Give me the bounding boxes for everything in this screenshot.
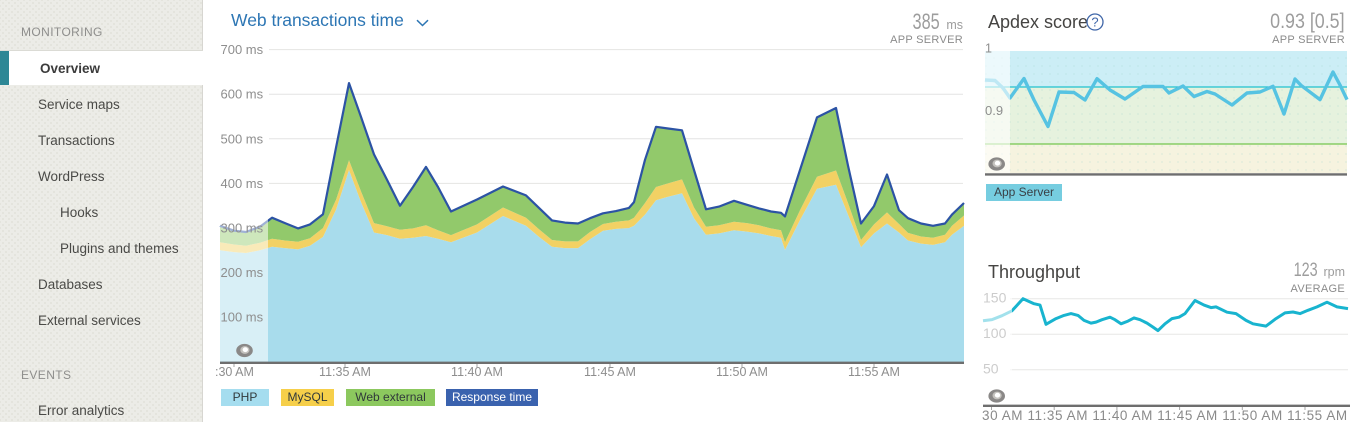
svg-text:?: ? [1091,15,1098,30]
svg-text:11:40 AM: 11:40 AM [451,365,503,379]
svg-text:100 ms: 100 ms [221,310,264,325]
svg-text:11:55 AM: 11:55 AM [848,365,900,379]
svg-text:11:35 AM: 11:35 AM [319,365,371,379]
svg-text:600 ms: 600 ms [221,87,264,102]
svg-text:30 AM 11:35 AM 11:40 AM 11:45: 30 AM 11:35 AM 11:40 AM 11:45 AM 11:50 A… [982,408,1348,422]
svg-text:200 ms: 200 ms [221,265,264,280]
svg-text:300 ms: 300 ms [221,221,264,236]
svg-text:11:50 AM: 11:50 AM [716,365,768,379]
svg-text:11:45 AM: 11:45 AM [584,365,636,379]
svg-text:700 ms: 700 ms [221,42,264,57]
svg-text::30 AM: :30 AM [215,365,254,379]
svg-text:1: 1 [985,42,992,56]
svg-text:400 ms: 400 ms [221,176,264,191]
svg-text:500 ms: 500 ms [221,131,264,146]
svg-text:0.9: 0.9 [985,103,1003,118]
